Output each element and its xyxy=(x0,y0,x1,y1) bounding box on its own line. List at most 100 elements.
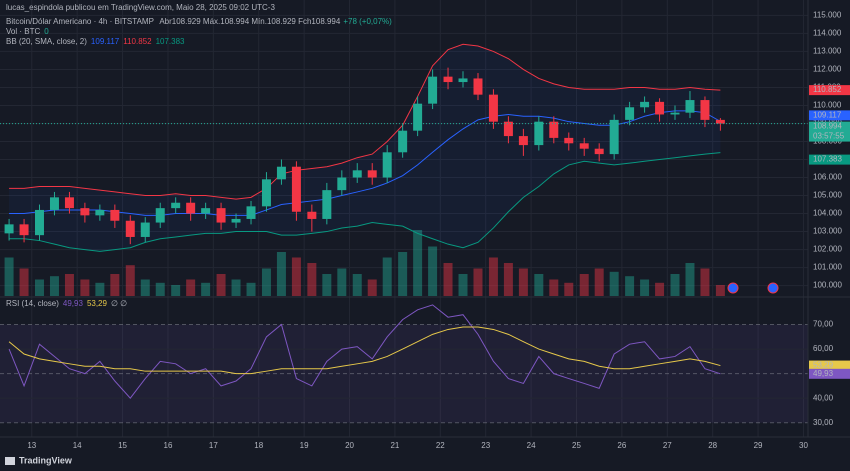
rsi-ma-line xyxy=(8,326,721,375)
volume-bar xyxy=(413,230,423,296)
candle-body xyxy=(307,211,317,219)
candle-body xyxy=(443,76,453,83)
candle-body xyxy=(549,121,559,138)
candle-body xyxy=(276,166,286,180)
ohlc: Abr108.929 Máx.108.994 Mín.108.929 Fch10… xyxy=(159,17,341,26)
candle-body xyxy=(291,166,301,212)
candle-body xyxy=(4,224,14,234)
volume-bar xyxy=(534,274,544,296)
rsi-tick-label: 60,00 xyxy=(813,344,834,353)
volume-bar xyxy=(307,263,317,296)
volume-bar xyxy=(428,246,438,296)
candle-body xyxy=(473,78,483,95)
rsi-badge: 49,93 xyxy=(813,369,834,378)
candle-body xyxy=(49,197,59,210)
x-tick-label: 28 xyxy=(708,441,717,450)
volume-bar xyxy=(64,274,74,296)
candle-body xyxy=(64,197,74,209)
volume-value: 0 xyxy=(44,27,49,36)
volume-bar xyxy=(201,282,211,296)
volume-bar xyxy=(549,279,559,296)
volume-bar xyxy=(443,263,453,296)
candle-body xyxy=(19,224,29,236)
candle-body xyxy=(95,209,105,216)
bb-middle-badge: 109.117 xyxy=(813,110,842,119)
candle-body xyxy=(155,208,165,223)
last-price-badge-countdown: 03:57:55 xyxy=(813,132,845,141)
y-tick-label: 102.000 xyxy=(813,245,842,254)
x-tick-label: 30 xyxy=(799,441,808,450)
event-icons xyxy=(727,282,779,294)
bb-middle-value: 109.117 xyxy=(91,37,120,46)
bb-upper xyxy=(9,43,721,200)
volume-bar xyxy=(609,271,619,296)
candle-body xyxy=(413,103,423,131)
candle-body xyxy=(216,208,226,223)
candle-body xyxy=(125,220,135,237)
bb-lower-badge-bg xyxy=(809,154,850,165)
bb-upper-badge: 110.852 xyxy=(813,85,842,94)
candle-body xyxy=(670,112,680,115)
x-tick-label: 20 xyxy=(345,441,354,450)
legend-symbol: Bitcoin/Dólar Americano · 4h · BITSTAMP A… xyxy=(6,17,392,26)
volume-bar xyxy=(276,252,286,296)
volume-bar xyxy=(186,279,196,296)
bb-lower-value: 107.383 xyxy=(156,37,185,46)
x-tick-label: 18 xyxy=(254,441,263,450)
candle-body xyxy=(640,101,650,108)
rsi-title: RSI (14, close) xyxy=(6,299,59,308)
candle-body xyxy=(398,130,408,153)
grid xyxy=(0,0,808,437)
candle-body xyxy=(715,119,725,124)
candle-body xyxy=(458,78,468,83)
volume-bar xyxy=(95,282,105,296)
bb-lower-badge: 107.383 xyxy=(813,155,842,164)
bb-lower xyxy=(9,152,721,252)
rsi-tick-label: 30,00 xyxy=(813,418,834,427)
volume-bar xyxy=(594,268,604,296)
footer-text: TradingView xyxy=(19,455,73,465)
rsi-tick-label: 40,00 xyxy=(813,393,834,402)
y-tick-label: 104.000 xyxy=(813,209,842,218)
volume-bar xyxy=(216,274,226,296)
legend-bb: BB (20, SMA, close, 2) 109.117 110.852 107.… xyxy=(6,37,185,46)
candle-body xyxy=(685,100,695,113)
axes: 13 14 15 16 17 18 19 20 21 22 23 24 25 26 27 28 29 30 100.… xyxy=(27,11,850,450)
volume-bar xyxy=(140,279,150,296)
candle-body xyxy=(34,209,44,236)
bb-label: BB (20, SMA, close, 2) xyxy=(6,37,87,46)
volume-bar xyxy=(564,282,574,296)
rsi-ma-badge: 53,29 xyxy=(813,361,834,370)
candle-body xyxy=(201,208,211,214)
candle-body xyxy=(231,218,241,223)
candle-body xyxy=(625,107,635,120)
rsi-ma-badge-bg xyxy=(809,360,850,371)
y-tick-label: 103.000 xyxy=(813,227,842,236)
volume-bar xyxy=(473,268,483,296)
x-tick-label: 15 xyxy=(118,441,127,450)
x-tick-label: 13 xyxy=(27,441,36,450)
y-tick-label: 115.000 xyxy=(813,11,842,20)
rsi-ma-value: 53,29 xyxy=(87,299,108,308)
volume-bar xyxy=(4,257,14,296)
volume-bar xyxy=(34,279,44,296)
volume-bar xyxy=(246,282,256,296)
candle-body xyxy=(352,170,362,178)
volume-bar xyxy=(367,279,377,296)
y-tick-label: 110.000 xyxy=(813,101,842,110)
rsi-tick-label: 70,00 xyxy=(813,320,834,329)
event-icon[interactable] xyxy=(767,282,779,294)
x-tick-label: 17 xyxy=(209,441,218,450)
candle-body xyxy=(171,202,181,209)
event-icon[interactable] xyxy=(727,282,739,294)
bb-middle-badge-bg xyxy=(809,110,850,121)
bb-upper-value: 110.852 xyxy=(123,37,152,46)
candle-body xyxy=(594,148,604,155)
x-tick-label: 27 xyxy=(663,441,672,450)
last-price-badge: 108.994 xyxy=(813,122,842,131)
legend-volume: Vol · BTC 0 xyxy=(6,27,49,36)
candle-body xyxy=(518,136,528,146)
volume-bar xyxy=(640,279,650,296)
volume-bar xyxy=(715,285,725,296)
